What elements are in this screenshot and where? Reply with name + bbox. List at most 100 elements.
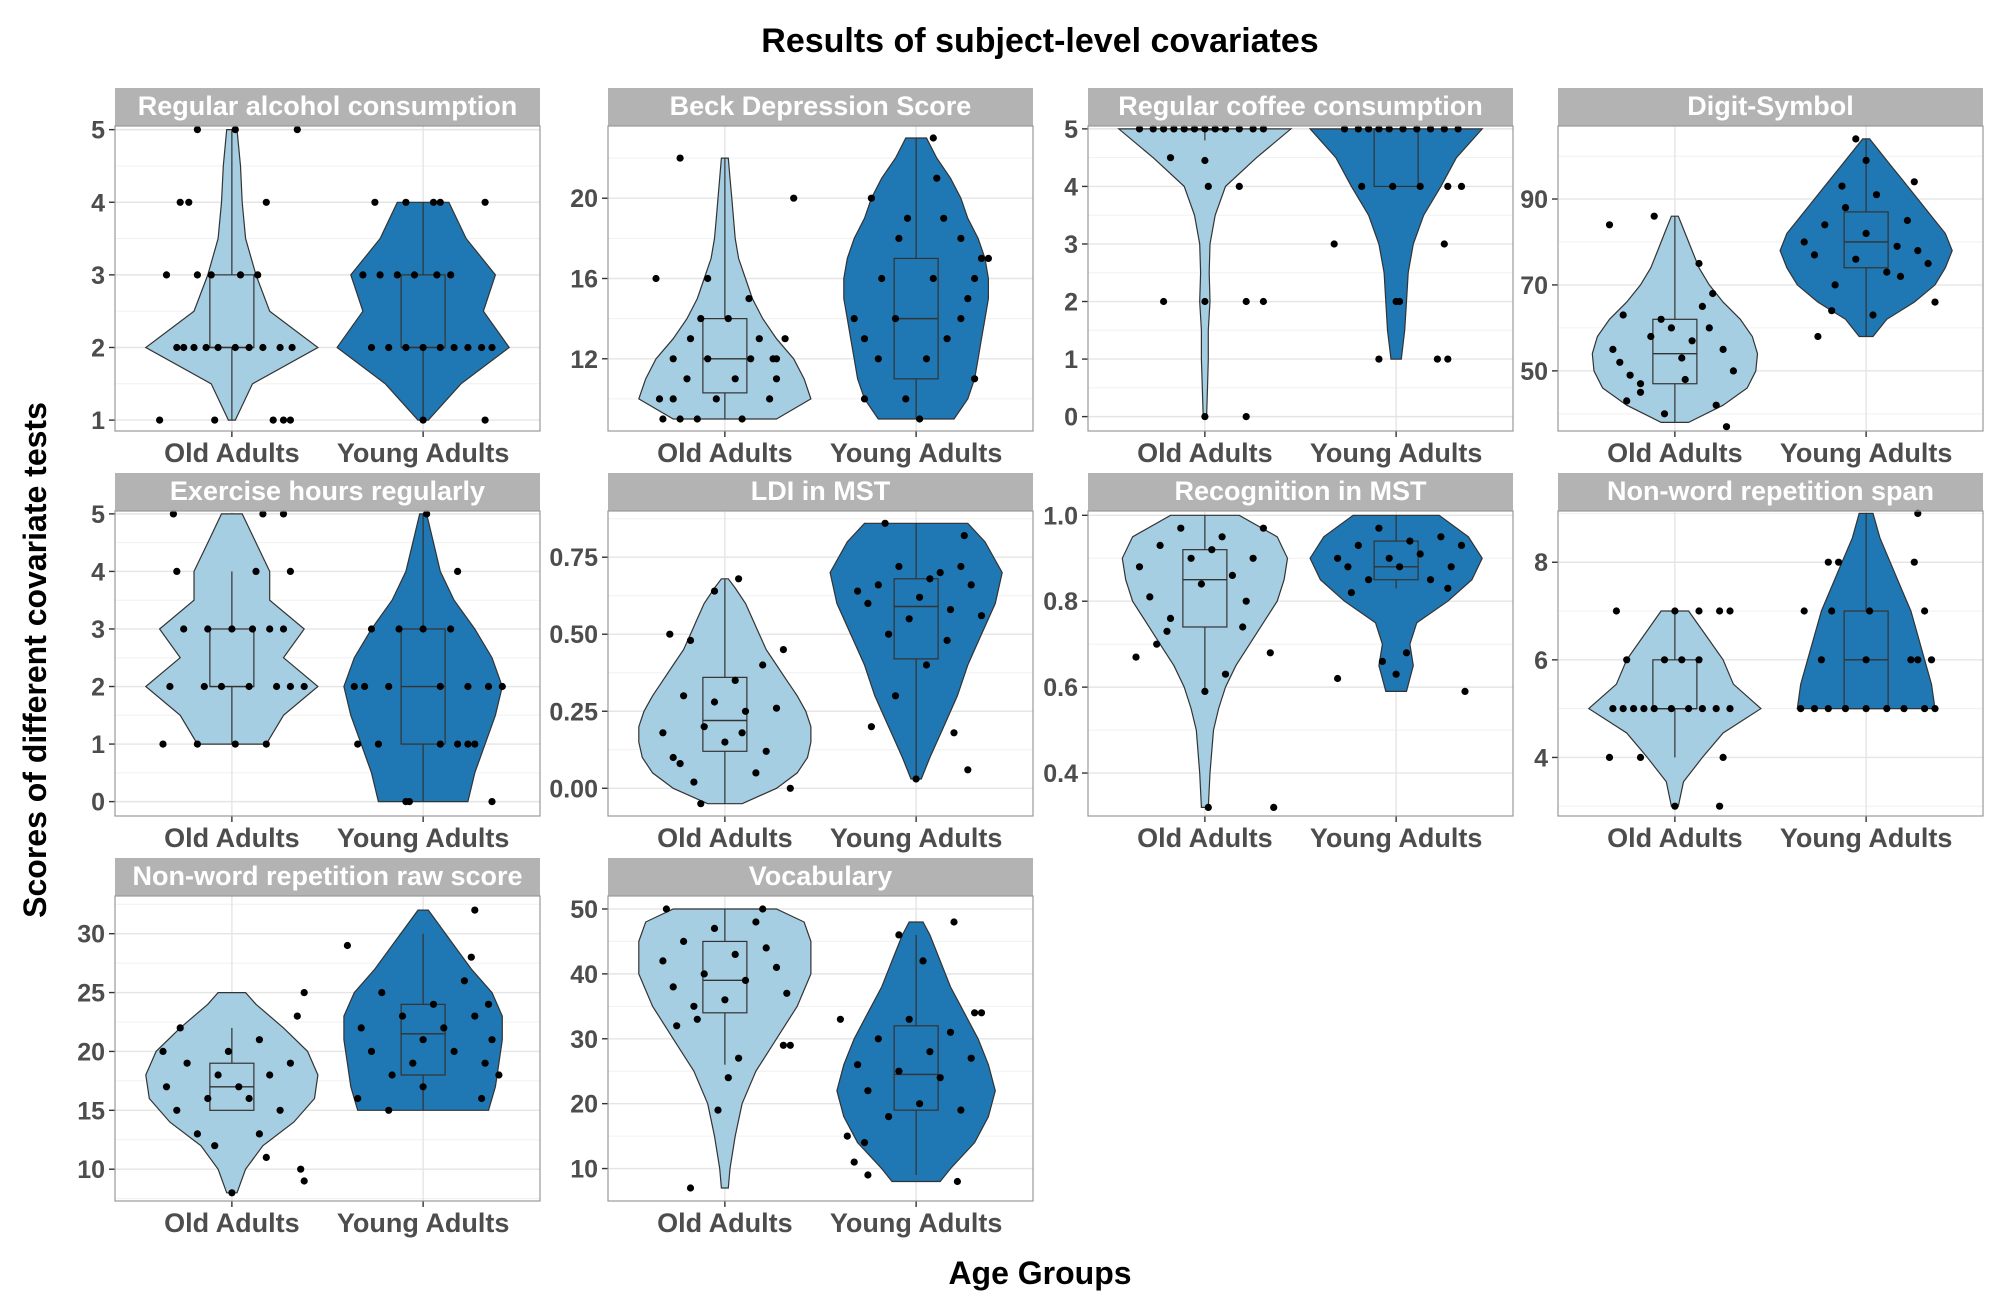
data-point — [419, 1036, 427, 1044]
data-point — [943, 335, 951, 343]
data-point — [697, 800, 705, 808]
data-point — [248, 625, 257, 633]
data-point — [204, 1094, 212, 1103]
facet-strip-label: Digit-Symbol — [1687, 91, 1854, 121]
data-point — [1375, 524, 1383, 532]
data-point — [1242, 297, 1250, 306]
data-point — [1869, 311, 1877, 319]
box-iqr — [1182, 549, 1228, 628]
data-point — [478, 343, 486, 352]
data-point — [1630, 705, 1638, 713]
data-point — [378, 989, 386, 997]
data-point — [1605, 753, 1614, 762]
data-point — [398, 1012, 407, 1020]
data-point — [1698, 705, 1706, 713]
x-tick-label: Young Adults — [1780, 438, 1952, 468]
data-point — [1187, 554, 1195, 562]
facet-strip-label: Vocabulary — [749, 861, 893, 891]
data-point — [854, 587, 862, 595]
data-point — [1671, 607, 1679, 615]
box-iqr — [1652, 318, 1698, 385]
data-point — [971, 1009, 979, 1017]
y-tick-label: 30 — [570, 1026, 598, 1054]
data-point — [288, 343, 296, 352]
data-point — [943, 636, 951, 645]
violin-young-adults — [343, 513, 503, 803]
data-point — [266, 625, 274, 633]
data-point — [231, 740, 239, 748]
data-point — [1457, 182, 1466, 190]
data-point — [971, 274, 979, 283]
data-point — [1695, 259, 1703, 268]
data-point — [1170, 125, 1178, 133]
data-point — [266, 1071, 274, 1079]
data-point — [245, 1094, 253, 1103]
data-point — [950, 729, 958, 737]
y-tick-label: 1 — [91, 731, 105, 759]
data-point — [960, 532, 968, 540]
data-point — [173, 1106, 181, 1114]
data-point — [926, 1048, 934, 1056]
data-point — [1900, 705, 1908, 713]
data-point — [1862, 156, 1870, 164]
data-point — [1681, 375, 1689, 384]
data-point — [429, 1000, 438, 1008]
data-point — [1218, 533, 1226, 541]
panel-1: Regular alcohol consumption 1 2 3 4 5 Old Adul… — [91, 88, 541, 468]
data-point — [409, 1059, 417, 1067]
data-point — [447, 271, 455, 279]
data-point — [436, 740, 444, 748]
data-point — [1636, 388, 1645, 396]
data-point — [680, 692, 688, 700]
panel-7: Recognition in MST 0.4 0.6 0.8 1.0 Old Adults… — [1043, 473, 1514, 853]
data-point — [405, 798, 413, 806]
data-point — [1660, 656, 1669, 664]
data-point — [779, 1041, 788, 1049]
data-point — [1389, 182, 1397, 190]
y-tick-label: 50 — [1520, 358, 1548, 386]
data-point — [779, 646, 788, 654]
data-point — [166, 682, 174, 691]
data-point — [669, 395, 677, 403]
data-point — [454, 740, 462, 748]
data-point — [1685, 705, 1693, 713]
data-point — [1406, 537, 1414, 545]
data-point — [204, 625, 212, 633]
data-point — [293, 1012, 301, 1020]
y-tick-label: 10 — [570, 1156, 598, 1184]
data-point — [262, 1153, 270, 1161]
data-point — [1166, 154, 1175, 162]
data-point — [371, 198, 379, 206]
data-point — [1444, 182, 1452, 190]
data-point — [402, 198, 410, 206]
data-point — [936, 569, 944, 577]
data-point — [300, 682, 308, 691]
data-point — [1375, 355, 1383, 363]
data-point — [211, 416, 219, 424]
x-tick-label: Young Adults — [1310, 438, 1482, 468]
data-point — [693, 1015, 701, 1023]
data-point — [1838, 182, 1846, 190]
data-point — [1817, 656, 1825, 664]
x-tick-label: Old Adults — [657, 438, 793, 468]
y-tick-label: 25 — [77, 980, 105, 1008]
y-tick-label: 20 — [77, 1038, 105, 1066]
data-point — [262, 198, 270, 206]
data-point — [929, 134, 937, 142]
data-point — [450, 1047, 458, 1055]
panel-8: Non-word repetition span 4 6 8 Old Adults You… — [1534, 473, 1984, 853]
data-point — [940, 214, 948, 222]
data-point — [964, 766, 972, 774]
data-point — [1695, 607, 1703, 615]
y-tick-label: 1 — [91, 407, 105, 435]
data-point — [1426, 576, 1435, 584]
data-point — [1396, 297, 1404, 306]
data-point — [1354, 125, 1362, 133]
data-point — [1211, 125, 1219, 133]
panel-9: Non-word repetition raw score 10 15 20 25 30 O… — [77, 858, 541, 1238]
data-point — [183, 1059, 191, 1067]
data-point — [714, 1106, 722, 1114]
data-point — [1667, 705, 1675, 713]
data-point — [731, 950, 739, 959]
y-tick-label: 20 — [570, 185, 598, 213]
